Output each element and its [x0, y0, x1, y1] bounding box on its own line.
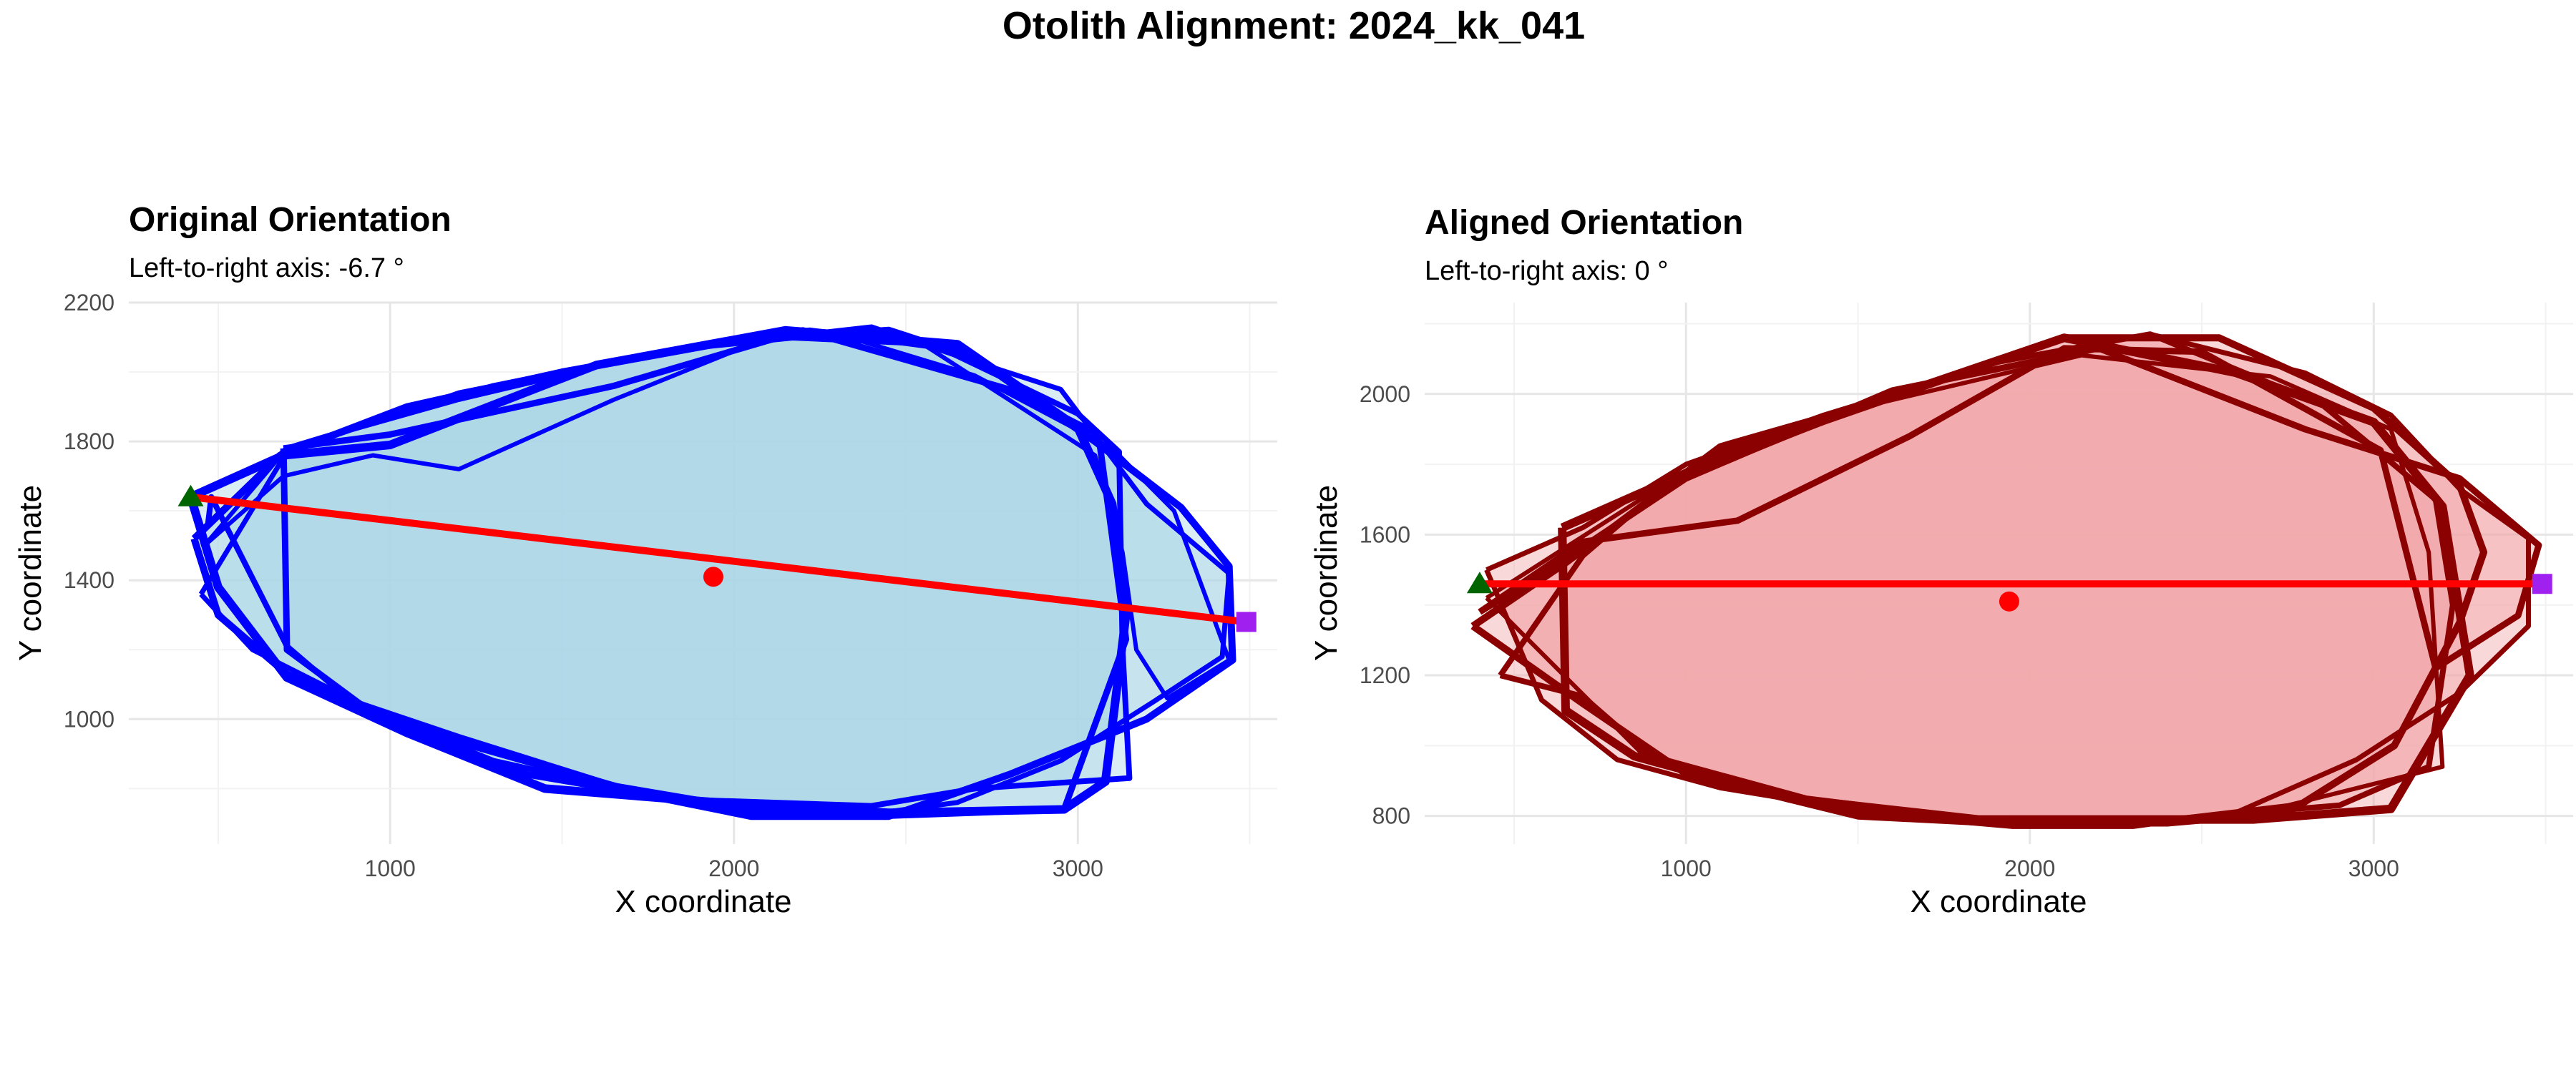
panel-title: Aligned Orientation [1425, 204, 1743, 242]
y-axis-label: Y coordinate [13, 485, 48, 661]
centroid-point [1999, 591, 2019, 612]
x-tick-label: 1000 [365, 856, 416, 881]
panel-subtitle: Left-to-right axis: -6.7 ° [129, 253, 404, 283]
x-tick-label: 3000 [1053, 856, 1103, 881]
panel-title: Original Orientation [129, 201, 452, 239]
y-tick-label: 800 [1372, 803, 1410, 829]
y-axis-label: Y coordinate [1309, 485, 1344, 661]
left-landmark [1466, 572, 1493, 594]
panel-aligned: Aligned Orientation Left-to-right axis: … [1309, 204, 2573, 919]
left-landmark [177, 484, 204, 506]
tick-labels: 1000 2000 3000 1000 1400 1800 2200 [64, 290, 1103, 881]
x-axis-label: X coordinate [1910, 884, 2087, 919]
plot-area [1466, 331, 2552, 829]
plot-area [177, 324, 1257, 820]
axis-line [190, 493, 1247, 626]
panel-original: Original Orientation Left-to-right axis:… [13, 201, 1277, 919]
tick-labels: 1000 2000 3000 800 1200 1600 2000 [1360, 381, 2399, 881]
panel-subtitle: Left-to-right axis: 0 ° [1425, 256, 1668, 286]
right-landmark [1236, 612, 1257, 632]
right-landmark [2532, 574, 2552, 594]
x-tick-label: 1000 [1661, 856, 1712, 881]
y-tick-label: 2200 [64, 290, 114, 315]
otolith-fill [190, 330, 1126, 813]
figure-title: Otolith Alignment: 2024_kk_041 [1002, 4, 1585, 47]
x-tick-label: 2000 [708, 856, 759, 881]
y-tick-label: 1400 [64, 567, 114, 593]
x-axis-label: X coordinate [615, 884, 791, 919]
y-tick-label: 1000 [64, 706, 114, 732]
otolith-outline [1478, 345, 2542, 672]
x-tick-label: 2000 [2004, 856, 2055, 881]
x-tick-label: 3000 [2348, 856, 2399, 881]
otolith-outline [203, 331, 1231, 701]
otolith-fill [204, 333, 1229, 699]
otolith-fill [208, 330, 1130, 806]
centroid-point [703, 567, 723, 587]
otolith-fill [1562, 338, 2470, 820]
y-tick-label: 1600 [1360, 521, 1410, 547]
y-tick-label: 2000 [1360, 381, 1410, 407]
y-tick-label: 1200 [1360, 662, 1410, 688]
y-tick-label: 1800 [64, 428, 114, 454]
otolith-outline [280, 327, 1130, 820]
